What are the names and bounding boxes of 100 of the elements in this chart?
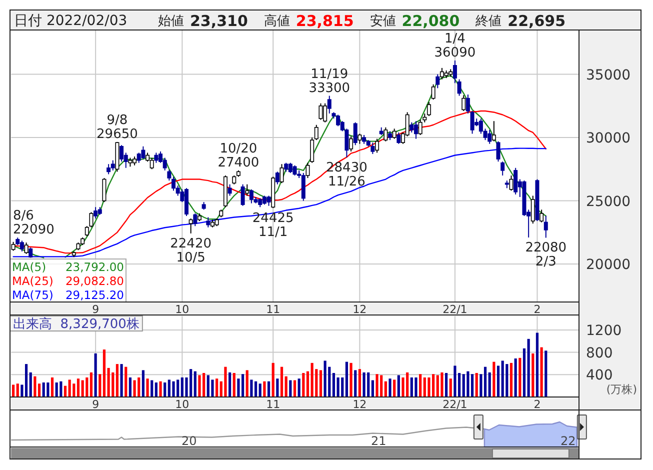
bar bbox=[449, 378, 452, 397]
x-tick-label: 12 bbox=[352, 398, 367, 411]
candlestick bbox=[110, 160, 115, 171]
candlestick bbox=[544, 215, 548, 238]
bar bbox=[293, 380, 296, 397]
text: 高値 23,815 bbox=[264, 12, 354, 30]
candlestick bbox=[370, 142, 375, 154]
bar bbox=[154, 382, 158, 397]
bar bbox=[484, 366, 487, 397]
bar bbox=[544, 350, 548, 397]
bar bbox=[128, 377, 132, 397]
x-tick-label: 9 bbox=[92, 303, 100, 316]
chart-title: 日付 2022/02/03 bbox=[14, 13, 128, 29]
bar bbox=[12, 384, 15, 397]
candlestick bbox=[492, 120, 496, 142]
candlestick bbox=[106, 164, 111, 175]
text: 終値 22,695 bbox=[474, 12, 566, 30]
candlestick bbox=[94, 206, 98, 219]
bar bbox=[194, 371, 196, 397]
candlestick bbox=[310, 137, 314, 164]
chart-title: 出来高 8,329,700株 bbox=[13, 316, 140, 332]
candlestick bbox=[141, 146, 146, 160]
annotation: 11/19 33300 bbox=[308, 66, 350, 96]
bar bbox=[172, 381, 175, 397]
bar bbox=[358, 369, 361, 397]
bar bbox=[116, 364, 119, 397]
bar bbox=[267, 381, 270, 397]
candlestick bbox=[327, 95, 332, 114]
bar bbox=[492, 362, 496, 397]
bar bbox=[81, 380, 84, 397]
candlestick bbox=[20, 240, 24, 252]
bar bbox=[42, 382, 45, 397]
annotation: 10/20 27400 bbox=[218, 141, 260, 170]
bar bbox=[440, 372, 444, 397]
bar bbox=[68, 380, 71, 397]
candlestick bbox=[392, 128, 396, 140]
bar bbox=[310, 362, 314, 397]
bar bbox=[376, 374, 378, 397]
y-tick-label: 30000 bbox=[586, 130, 631, 147]
candlestick bbox=[150, 157, 154, 170]
candlestick bbox=[245, 184, 250, 196]
candlestick bbox=[206, 216, 210, 228]
bar bbox=[280, 366, 284, 397]
bar bbox=[120, 364, 123, 397]
candlestick bbox=[167, 169, 172, 182]
bar bbox=[241, 374, 244, 397]
candlestick bbox=[466, 94, 470, 114]
bar bbox=[258, 384, 262, 397]
x-tick-label: 2 bbox=[534, 303, 541, 316]
candlestick bbox=[24, 242, 28, 254]
bar bbox=[527, 338, 530, 397]
y-tick-label: 35000 bbox=[586, 67, 631, 84]
bar bbox=[55, 382, 58, 397]
x-tick-label: 22/1 bbox=[442, 303, 468, 316]
bar bbox=[324, 360, 326, 397]
y-tick-label: 20000 bbox=[586, 257, 631, 274]
bar bbox=[124, 366, 128, 397]
bar bbox=[470, 374, 474, 397]
bar bbox=[532, 353, 534, 397]
candlestick bbox=[120, 144, 124, 162]
bar bbox=[488, 372, 491, 397]
bar bbox=[388, 378, 392, 397]
bar bbox=[336, 377, 340, 397]
candlestick bbox=[540, 209, 544, 223]
bar bbox=[34, 376, 36, 397]
y-tick-label: 1200 bbox=[586, 322, 622, 339]
candlestick bbox=[436, 74, 440, 89]
annotation: 22420 10/5 bbox=[170, 236, 212, 266]
bar bbox=[272, 362, 274, 397]
bar bbox=[289, 380, 292, 397]
bar bbox=[142, 370, 144, 397]
candlestick bbox=[375, 138, 380, 154]
text: MA(5) 23,792.00 bbox=[12, 260, 124, 274]
bar bbox=[263, 381, 266, 397]
x-tick-label: 10 bbox=[175, 398, 190, 411]
bar bbox=[198, 375, 201, 397]
text: MA(25) 29,082.80 bbox=[12, 274, 124, 288]
candlestick bbox=[384, 126, 388, 142]
bar bbox=[76, 378, 80, 397]
bar bbox=[86, 377, 88, 397]
x-tick-label: 12 bbox=[352, 303, 367, 316]
candlestick bbox=[457, 78, 462, 96]
bar bbox=[72, 384, 76, 397]
bar bbox=[510, 362, 513, 397]
bar bbox=[384, 381, 387, 397]
x-tick-label: 11 bbox=[266, 303, 280, 316]
annotation: 22080 2/3 bbox=[525, 240, 567, 270]
candlestick bbox=[431, 84, 436, 100]
bar bbox=[284, 376, 288, 397]
candlestick bbox=[275, 171, 280, 185]
candlestick bbox=[496, 140, 500, 162]
bar bbox=[250, 380, 253, 397]
bar bbox=[24, 364, 28, 397]
x-tick-label: 11 bbox=[266, 398, 280, 411]
annotation: 24425 11/1 bbox=[252, 211, 294, 240]
bar bbox=[298, 378, 300, 397]
candlestick bbox=[266, 195, 271, 206]
candlestick bbox=[426, 102, 431, 117]
x-tick-label: 9 bbox=[92, 398, 100, 411]
candlestick bbox=[314, 124, 318, 141]
